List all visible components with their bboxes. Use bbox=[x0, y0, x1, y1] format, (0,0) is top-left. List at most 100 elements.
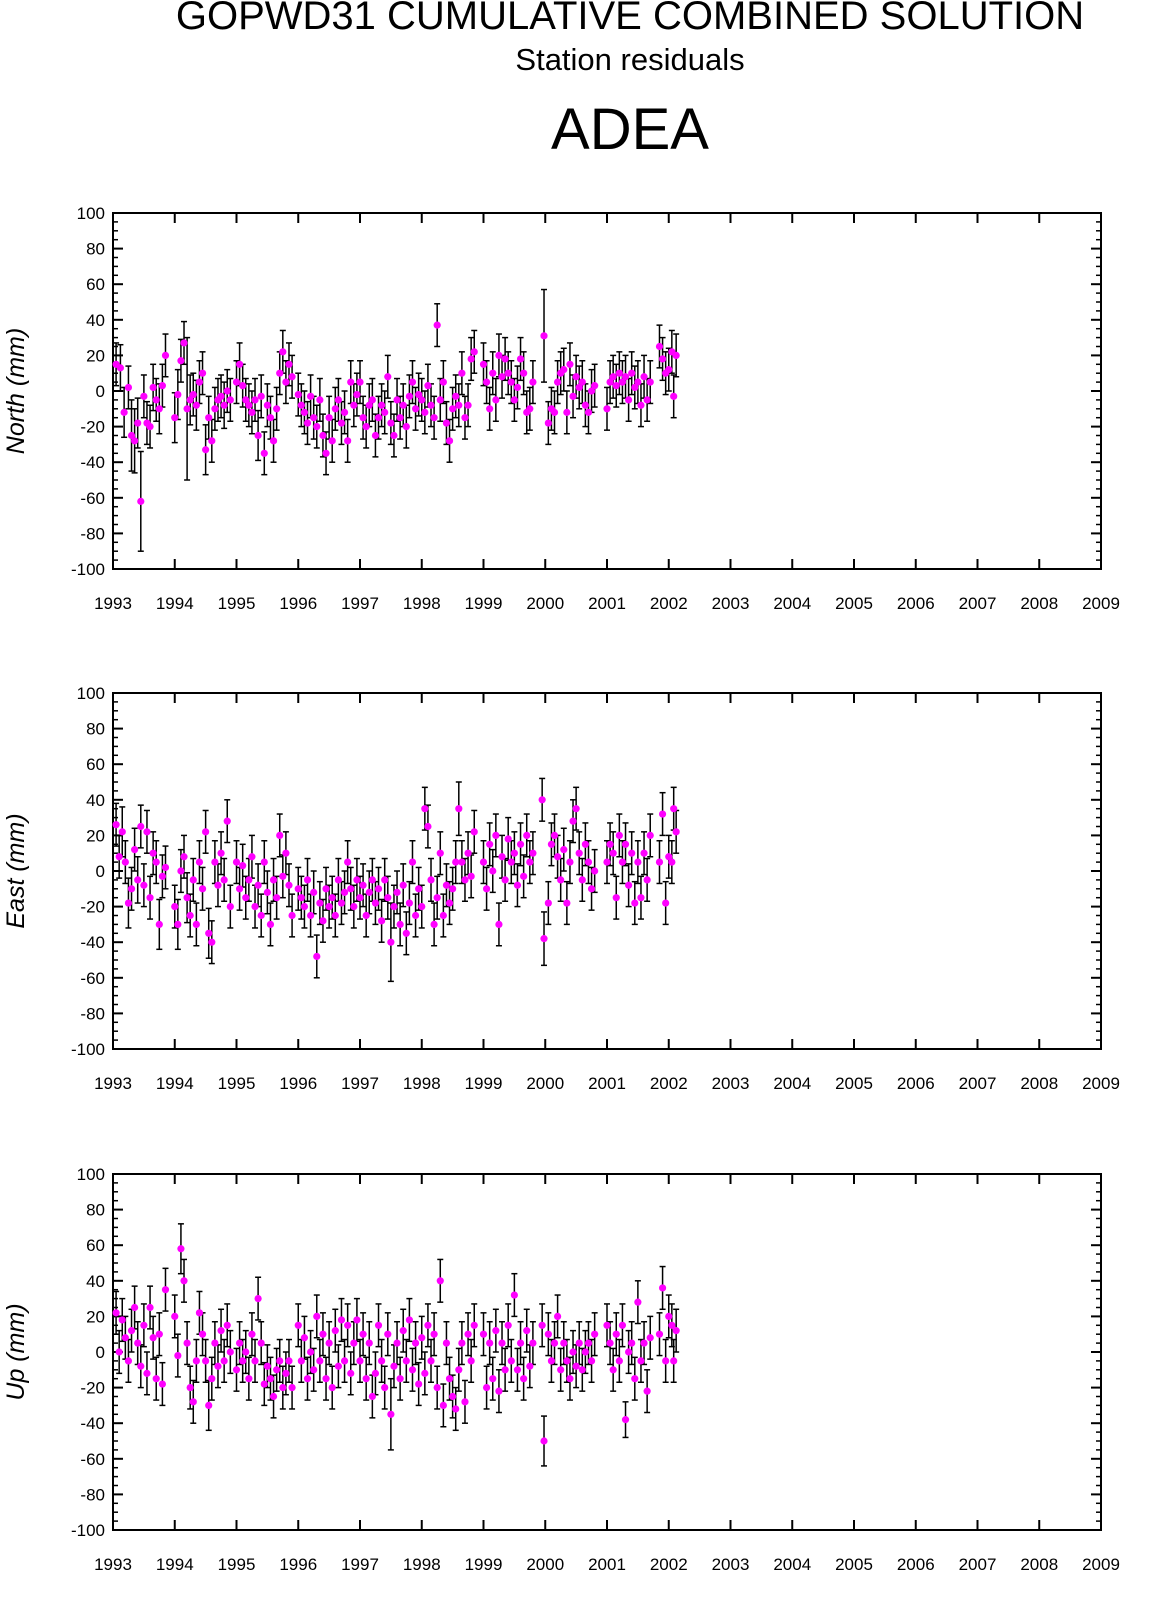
error-bars bbox=[113, 777, 680, 983]
data-point bbox=[146, 894, 154, 902]
data-point bbox=[436, 849, 444, 857]
data-point bbox=[192, 920, 200, 929]
data-point bbox=[544, 1330, 552, 1338]
data-point bbox=[523, 831, 531, 840]
data-point bbox=[507, 1357, 515, 1365]
data-point bbox=[640, 849, 648, 857]
data-point bbox=[538, 796, 546, 804]
data-point bbox=[643, 396, 651, 404]
data-point bbox=[396, 1375, 404, 1383]
y-tick-label: 20 bbox=[86, 826, 105, 845]
panel-up: 100 80 60 40 20 0 -20 -40 -60 -80 -100 1993 1994 1995… bbox=[2, 1165, 1120, 1574]
data-point bbox=[479, 1330, 488, 1338]
data-point bbox=[220, 401, 228, 409]
data-point bbox=[325, 414, 333, 422]
data-point bbox=[672, 828, 680, 836]
data-point bbox=[631, 1375, 639, 1383]
data-point bbox=[668, 858, 676, 866]
x-tick-label: 2008 bbox=[1020, 594, 1058, 613]
data-point bbox=[606, 1339, 614, 1347]
data-point bbox=[322, 1375, 330, 1383]
data-point bbox=[180, 339, 188, 347]
data-point bbox=[239, 1357, 247, 1365]
data-point bbox=[424, 382, 432, 390]
data-point bbox=[442, 1339, 451, 1347]
data-point bbox=[353, 390, 361, 399]
data-point bbox=[495, 920, 503, 929]
data-point bbox=[393, 396, 401, 404]
data-point bbox=[489, 369, 497, 377]
data-point bbox=[260, 858, 268, 866]
data-point bbox=[205, 414, 213, 422]
data-point bbox=[208, 437, 216, 445]
data-point bbox=[424, 822, 432, 831]
data-point bbox=[322, 449, 330, 457]
data-point bbox=[232, 1366, 241, 1374]
x-tick-label: 1996 bbox=[279, 1555, 317, 1574]
data-point bbox=[458, 1339, 466, 1347]
data-point bbox=[526, 858, 534, 866]
data-point bbox=[223, 1321, 231, 1329]
data-point bbox=[359, 1330, 367, 1338]
data-point bbox=[612, 894, 620, 902]
x-tick-label: 1995 bbox=[218, 1074, 256, 1093]
data-point bbox=[251, 1357, 259, 1365]
data-point bbox=[316, 396, 324, 404]
chart-subtitle: Station residuals bbox=[515, 42, 745, 77]
data-point bbox=[618, 858, 627, 866]
data-point bbox=[581, 1348, 589, 1356]
data-point bbox=[665, 1312, 673, 1320]
data-point bbox=[547, 1357, 556, 1365]
data-point bbox=[470, 348, 478, 356]
station-name: ADEA bbox=[551, 97, 709, 162]
data-point bbox=[563, 408, 571, 416]
data-point bbox=[387, 419, 395, 427]
data-point bbox=[529, 849, 537, 857]
y-tick-label: 0 bbox=[96, 862, 105, 881]
data-point bbox=[195, 1309, 204, 1317]
data-point bbox=[421, 805, 429, 813]
data-point bbox=[161, 1286, 170, 1294]
data-point bbox=[303, 1375, 312, 1383]
data-point bbox=[350, 401, 358, 409]
data-point bbox=[112, 821, 120, 829]
y-tick-label: 20 bbox=[86, 346, 105, 365]
data-point bbox=[294, 390, 302, 399]
data-point bbox=[489, 1375, 497, 1383]
data-point bbox=[127, 431, 136, 440]
data-point bbox=[285, 881, 293, 889]
data-point bbox=[322, 885, 330, 893]
data-point bbox=[127, 1327, 136, 1335]
data-point bbox=[374, 1321, 383, 1329]
data-point bbox=[442, 881, 451, 889]
data-point bbox=[279, 348, 287, 356]
data-point bbox=[634, 1298, 642, 1306]
data-point bbox=[192, 1357, 200, 1365]
data-point bbox=[399, 881, 407, 889]
x-tick-label: 1997 bbox=[341, 1555, 379, 1574]
x-tick-label: 1997 bbox=[341, 1074, 379, 1093]
data-point bbox=[127, 885, 136, 893]
data-point bbox=[430, 920, 438, 929]
data-point bbox=[563, 1357, 571, 1365]
data-point bbox=[479, 858, 488, 866]
data-point bbox=[393, 888, 401, 896]
data-point bbox=[137, 497, 145, 505]
data-point bbox=[430, 1330, 438, 1338]
data-point bbox=[331, 1327, 339, 1335]
data-point bbox=[554, 378, 562, 386]
data-point bbox=[112, 1309, 120, 1317]
data-point bbox=[655, 1330, 664, 1338]
data-point bbox=[467, 355, 475, 363]
data-point bbox=[269, 1392, 278, 1401]
data-point bbox=[384, 373, 392, 381]
data-point bbox=[560, 846, 568, 854]
data-point bbox=[217, 1327, 225, 1335]
data-point bbox=[368, 876, 376, 884]
data-point bbox=[445, 1375, 454, 1383]
data-point bbox=[587, 387, 596, 395]
data-point bbox=[637, 401, 645, 409]
data-point bbox=[288, 1384, 296, 1392]
x-tick-label: 2002 bbox=[650, 594, 688, 613]
x-tick-label: 2003 bbox=[712, 1555, 750, 1574]
